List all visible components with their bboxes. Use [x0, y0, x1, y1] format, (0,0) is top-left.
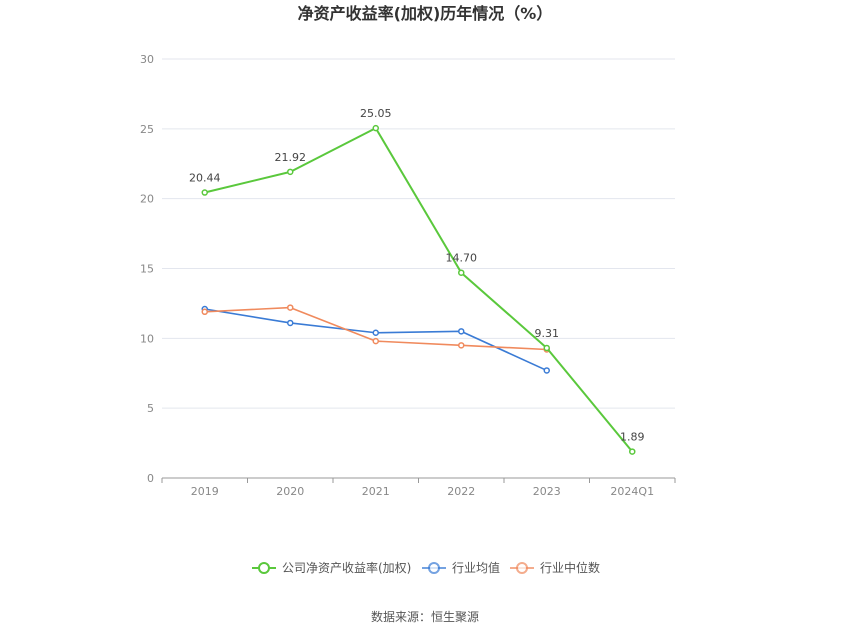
x-axis: 2019 2020 2021 2022 2023 2024Q1 — [161, 477, 676, 498]
y-axis: 0 5 10 15 20 25 30 — [140, 53, 154, 485]
data-point — [372, 337, 379, 345]
legend: 公司净资产收益率(加权) 行业均值 行业中位数 — [252, 560, 600, 575]
data-point — [287, 168, 294, 176]
y-tick-label: 30 — [140, 53, 154, 66]
series-layer: 20.44 21.92 25.05 14.70 9.31 1.89 — [189, 107, 645, 455]
legend-label: 公司净资产收益率(加权) — [282, 560, 411, 575]
data-point — [458, 328, 465, 335]
data-point — [201, 189, 208, 196]
data-point — [629, 448, 636, 455]
series-line — [204, 127, 634, 453]
y-tick-label: 0 — [147, 472, 154, 485]
legend-item-0[interactable]: 公司净资产收益率(加权) — [252, 560, 411, 575]
series-2 — [201, 304, 550, 353]
data-point — [201, 308, 208, 316]
data-point — [287, 304, 294, 311]
x-tick-label: 2023 — [533, 485, 561, 498]
data-point — [458, 269, 465, 276]
data-label: 20.44 — [189, 172, 221, 185]
data-label: 14.70 — [446, 252, 478, 265]
y-tick-label: 25 — [140, 123, 154, 136]
x-tick-label: 2019 — [191, 485, 219, 498]
y-tick-label: 15 — [140, 263, 154, 276]
x-tick-label: 2020 — [276, 485, 304, 498]
y-tick-label: 10 — [140, 332, 154, 345]
x-tick-label: 2021 — [362, 485, 390, 498]
legend-item-1[interactable]: 行业均值 — [422, 560, 500, 575]
y-tick-label: 5 — [147, 402, 154, 415]
y-tick-label: 20 — [140, 193, 154, 206]
data-point — [458, 342, 465, 349]
legend-marker — [258, 562, 270, 574]
x-tick-label: 2022 — [447, 485, 475, 498]
data-label: 25.05 — [360, 107, 392, 120]
data-label: 1.89 — [620, 431, 645, 444]
data-point — [372, 124, 379, 132]
data-point — [543, 344, 550, 352]
grid-lines — [162, 58, 675, 409]
data-label: 21.92 — [275, 151, 307, 164]
legend-marker — [428, 562, 440, 574]
source-note: 数据来源：恒生聚源 — [371, 609, 479, 624]
series-0: 20.44 21.92 25.05 14.70 9.31 1.89 — [189, 107, 645, 455]
series-1 — [201, 305, 550, 374]
x-tick-label: 2024Q1 — [610, 485, 654, 498]
data-label: 9.31 — [535, 327, 560, 340]
data-point — [372, 329, 379, 336]
legend-marker — [516, 562, 528, 574]
data-point — [287, 319, 294, 327]
chart-title: 净资产收益率(加权)历年情况（%） — [298, 4, 553, 23]
legend-item-2[interactable]: 行业中位数 — [510, 560, 600, 575]
legend-label: 行业均值 — [452, 560, 500, 575]
data-point — [543, 367, 550, 374]
legend-label: 行业中位数 — [540, 560, 600, 575]
